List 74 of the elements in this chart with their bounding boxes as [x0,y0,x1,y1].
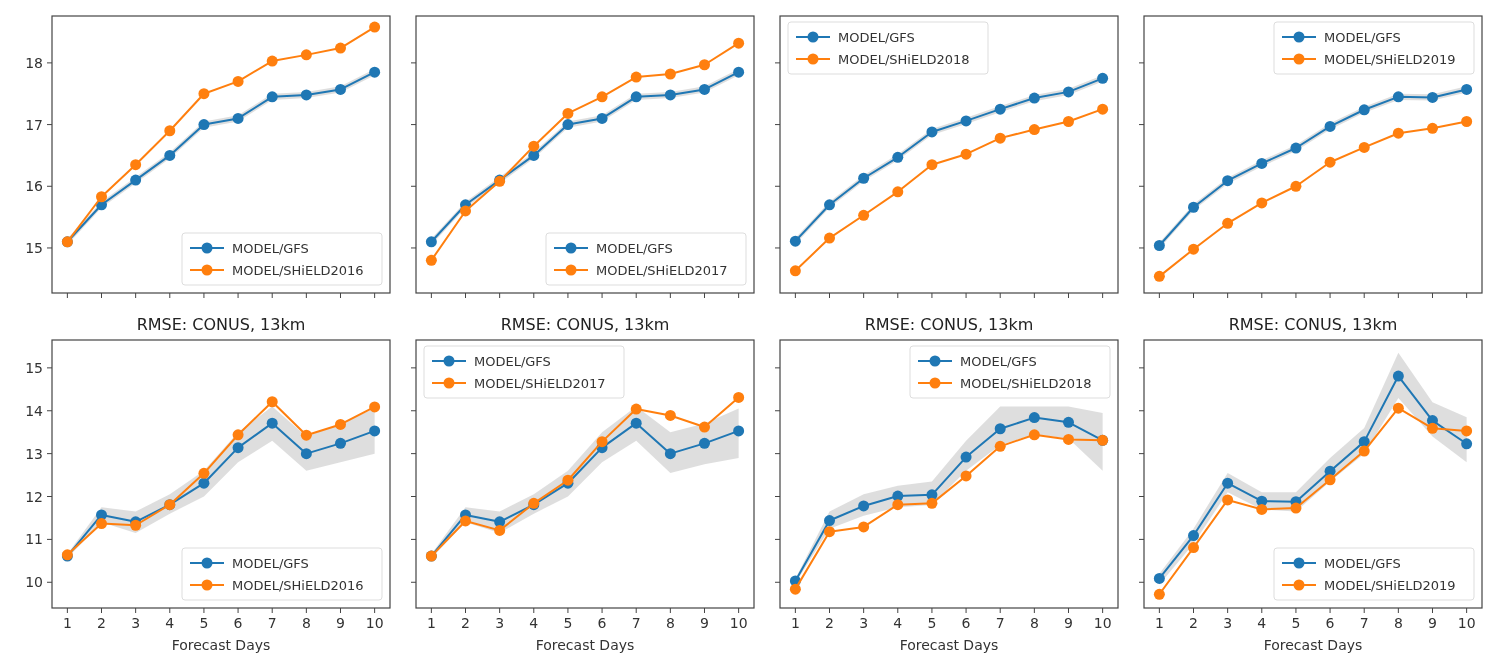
y-tick-label: 11 [25,531,43,548]
legend-label: MODEL/SHiELD2016 [232,263,364,278]
legend-label: MODEL/GFS [838,30,915,45]
x-tick-label: 5 [563,615,573,631]
legend-label: MODEL/GFS [1324,30,1401,45]
x-tick-label: 4 [893,615,903,631]
x-tick-label: 7 [631,615,641,631]
x-tick-label: 9 [336,615,345,631]
x-tick-label: 1 [790,615,800,631]
legend-label: MODEL/SHiELD2018 [960,376,1092,391]
x-axis-title: Forecast Days [535,637,635,653]
x-tick-label: 7 [1359,615,1369,631]
x-tick-label: 4 [1257,615,1267,631]
y-tick-label: 12 [25,488,43,505]
legend-label: MODEL/SHiELD2019 [1324,52,1456,67]
chart-title: RMSE: CONUS, 13km [1228,315,1398,334]
x-tick-label: 3 [1223,615,1233,631]
legend-label: MODEL/GFS [474,354,551,369]
legend-label: MODEL/SHiELD2017 [596,263,728,278]
legend-label: MODEL/SHiELD2016 [232,578,364,593]
x-tick-label: 8 [1029,615,1039,631]
x-tick-label: 1 [62,615,72,631]
x-tick-label: 2 [97,615,106,631]
x-tick-label: 4 [529,615,539,631]
x-tick-label: 10 [729,615,748,631]
legend-label: MODEL/GFS [232,556,309,571]
x-tick-label: 5 [199,615,209,631]
legend-label: MODEL/GFS [596,241,673,256]
y-tick-label: 13 [25,445,43,462]
x-tick-label: 10 [1093,615,1112,631]
chart-title: RMSE: CONUS, 13km [136,315,306,334]
x-tick-label: 8 [301,615,311,631]
legend-label: MODEL/SHiELD2017 [474,376,606,391]
x-tick-label: 6 [1325,615,1335,631]
y-tick-label: 17 [25,116,43,133]
legend-label: MODEL/SHiELD2019 [1324,578,1456,593]
x-tick-label: 9 [1064,615,1073,631]
x-tick-label: 2 [1189,615,1198,631]
y-tick-label: 15 [25,359,43,376]
x-tick-label: 2 [461,615,470,631]
x-tick-label: 6 [233,615,243,631]
legend-label: MODEL/GFS [960,354,1037,369]
x-tick-label: 7 [995,615,1005,631]
y-tick-label: 10 [25,574,43,591]
chart-title: RMSE: CONUS, 13km [500,315,670,334]
x-tick-label: 1 [426,615,436,631]
x-tick-label: 5 [927,615,937,631]
x-tick-label: 5 [1291,615,1301,631]
x-tick-label: 3 [859,615,869,631]
y-tick-label: 14 [25,402,44,419]
x-tick-label: 8 [1393,615,1403,631]
chart-title: RMSE: CONUS, 13km [864,315,1034,334]
y-tick-label: 16 [25,178,44,195]
x-tick-label: 2 [825,615,834,631]
x-tick-label: 6 [961,615,971,631]
legend-label: MODEL/GFS [232,241,309,256]
legend-label: MODEL/SHiELD2018 [838,52,970,67]
x-tick-label: 9 [1428,615,1437,631]
y-tick-label: 18 [25,54,43,71]
x-tick-label: 10 [365,615,384,631]
x-tick-label: 6 [597,615,607,631]
x-tick-label: 3 [131,615,141,631]
x-axis-title: Forecast Days [1263,637,1363,653]
x-tick-label: 3 [495,615,505,631]
x-tick-label: 4 [165,615,175,631]
x-tick-label: 9 [700,615,709,631]
legend-label: MODEL/GFS [1324,556,1401,571]
x-tick-label: 10 [1457,615,1476,631]
x-axis-title: Forecast Days [171,637,271,653]
x-tick-label: 8 [665,615,675,631]
x-axis-title: Forecast Days [899,637,999,653]
x-tick-label: 1 [1154,615,1164,631]
y-tick-label: 15 [25,239,43,256]
x-tick-label: 7 [267,615,277,631]
